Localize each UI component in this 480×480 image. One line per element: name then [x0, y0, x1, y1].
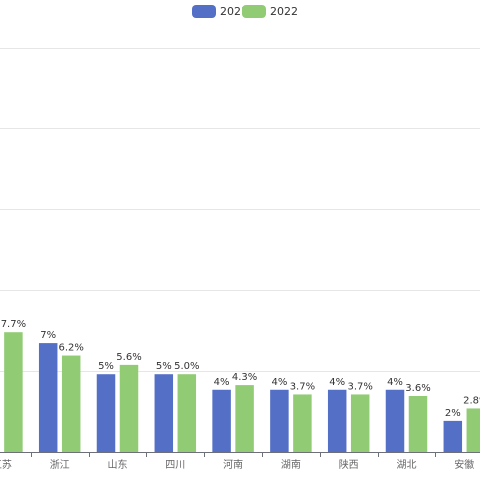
data-label: 6.2%: [58, 343, 83, 354]
data-label: 4%: [271, 377, 287, 388]
data-label: 4%: [329, 377, 345, 388]
data-label: 5%: [98, 361, 114, 372]
data-label: 4%: [387, 377, 403, 388]
data-label: 3.7%: [290, 381, 315, 392]
bar-2022[interactable]: [408, 395, 428, 452]
bar-2022[interactable]: [466, 408, 480, 452]
bars: [4, 332, 480, 452]
bar-2021[interactable]: [154, 374, 174, 452]
bar-2022[interactable]: [350, 394, 370, 452]
data-label: 3.6%: [405, 383, 430, 394]
data-label: 4%: [214, 377, 230, 388]
data-label: 3.7%: [347, 381, 372, 392]
legend-swatch: [192, 5, 216, 18]
bar-2022[interactable]: [293, 394, 312, 452]
data-label: 5.0%: [174, 361, 199, 372]
legend-item-2021[interactable]: 2021: [192, 5, 248, 18]
legend-swatch: [242, 5, 266, 18]
x-tick-label: 四川: [165, 460, 185, 471]
legend-label: 2022: [270, 5, 298, 18]
x-tick-label: 陕西: [339, 458, 359, 471]
x-tick-label: 湖北: [397, 459, 417, 471]
legend-item-2022[interactable]: 2022: [242, 5, 298, 18]
data-label: 2.8%: [463, 395, 480, 406]
bar-2022[interactable]: [235, 385, 254, 452]
x-tick-label: 浙江: [50, 459, 70, 471]
bar-2022[interactable]: [4, 332, 23, 452]
x-tick-label: 山东: [108, 458, 128, 471]
x-tick-label: 河南: [223, 458, 243, 471]
data-labels: 8%7.7%7%6.2%5%5.6%5%5.0%4%4.3%4%3.7%4%3.…: [1, 319, 480, 419]
bar-2021[interactable]: [385, 389, 405, 452]
x-tick-labels: 江苏 浙江 山东 四川 河南 湖南 陕西 湖北 安徽: [0, 458, 474, 471]
legend-label: 2021: [220, 5, 248, 18]
x-tick-label: 湖南: [281, 458, 301, 471]
x-tick-label: 安徽: [454, 458, 474, 471]
x-tick-label: 江苏: [0, 458, 12, 471]
data-label: 4.3%: [232, 372, 257, 383]
bar-2021[interactable]: [212, 389, 231, 452]
bar-2021[interactable]: [270, 389, 289, 452]
data-label: 7%: [40, 330, 56, 341]
x-axis: [0, 452, 480, 457]
data-label: 5%: [156, 361, 172, 372]
bar-2021[interactable]: [443, 420, 463, 452]
bar-2022[interactable]: [119, 364, 139, 452]
data-label: 2%: [445, 408, 461, 419]
bar-2021[interactable]: [96, 374, 116, 452]
bar-2022[interactable]: [61, 355, 81, 452]
bar-2022[interactable]: [177, 374, 197, 452]
data-label: 5.6%: [116, 352, 141, 363]
bar-2021[interactable]: [38, 343, 58, 452]
data-label: 7.7%: [1, 319, 26, 330]
bar-2021[interactable]: [327, 389, 347, 452]
legend[interactable]: 2021 2022: [192, 5, 298, 18]
